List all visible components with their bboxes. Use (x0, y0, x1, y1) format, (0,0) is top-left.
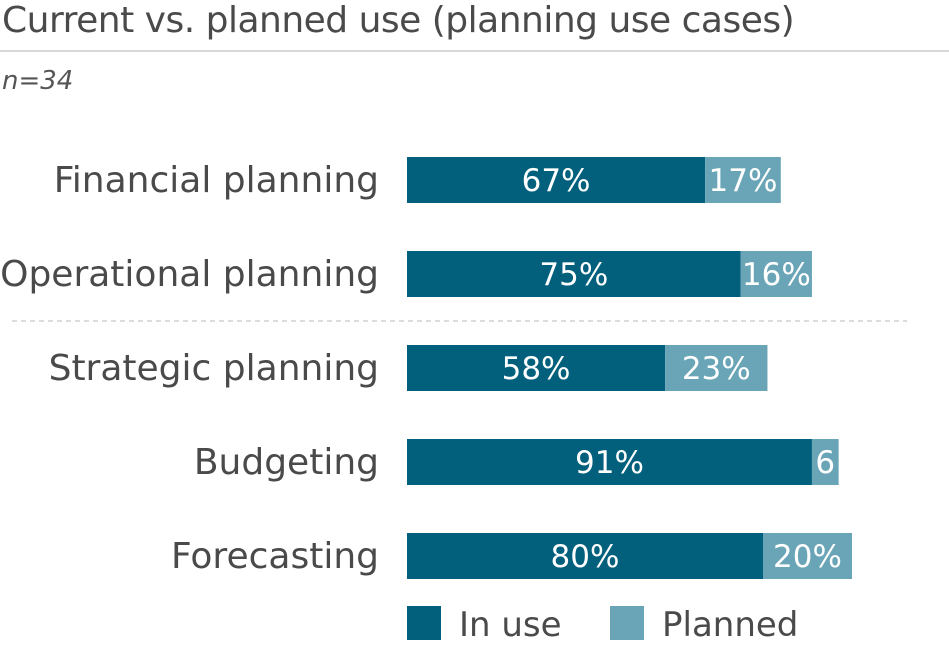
planned-value-label: 6 (815, 445, 835, 481)
bar-in-use (407, 251, 741, 297)
bar-planned (763, 533, 852, 579)
in-use-value-label: 75% (539, 257, 608, 293)
in-use-value-label: 91% (575, 445, 644, 481)
bar-in-use (407, 533, 763, 579)
category-label: Budgeting (194, 442, 379, 483)
chart-title: Current vs. planned use (planning use ca… (2, 0, 795, 41)
planned-value-label: 16% (742, 257, 811, 293)
bar-in-use (407, 157, 706, 203)
bar-planned (705, 157, 781, 203)
category-label: Forecasting (171, 536, 379, 577)
category-label: Strategic planning (49, 348, 379, 389)
in-use-value-label: 58% (502, 351, 571, 387)
legend-label-in-use: In use (459, 605, 562, 645)
in-use-value-label: 67% (522, 163, 591, 199)
title-rule (0, 50, 949, 52)
bar-planned (740, 251, 812, 297)
planned-value-label: 23% (682, 351, 751, 387)
bar-in-use (407, 439, 812, 485)
legend-swatch-planned (610, 606, 644, 640)
category-label: Operational planning (0, 254, 379, 295)
bar-planned (665, 345, 768, 391)
bar-planned (811, 439, 839, 485)
sample-size: n=34 (2, 66, 74, 96)
legend-swatch-in-use (407, 606, 441, 640)
in-use-value-label: 80% (551, 539, 620, 575)
planned-value-label: 20% (773, 539, 842, 575)
category-label: Financial planning (54, 160, 379, 201)
bar-in-use (407, 345, 666, 391)
planned-value-label: 17% (709, 163, 778, 199)
legend-label-planned: Planned (662, 605, 798, 645)
